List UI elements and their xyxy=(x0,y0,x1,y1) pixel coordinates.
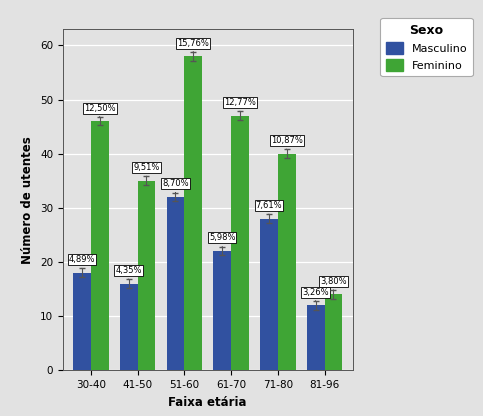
Text: 8,70%: 8,70% xyxy=(162,179,189,193)
Y-axis label: Número de utentes: Número de utentes xyxy=(21,136,34,264)
Bar xyxy=(260,219,278,370)
Text: 4,89%: 4,89% xyxy=(69,255,95,268)
Text: 10,87%: 10,87% xyxy=(271,136,303,149)
Bar xyxy=(325,295,342,370)
Bar xyxy=(120,284,138,370)
Bar xyxy=(91,121,109,370)
Bar xyxy=(213,251,231,370)
Text: 3,26%: 3,26% xyxy=(302,287,329,301)
Bar xyxy=(307,305,325,370)
Text: 7,61%: 7,61% xyxy=(256,201,282,214)
Text: 12,50%: 12,50% xyxy=(84,104,115,117)
X-axis label: Faixa etária: Faixa etária xyxy=(169,396,247,409)
Text: 12,77%: 12,77% xyxy=(224,98,256,111)
Bar xyxy=(278,154,296,370)
Bar xyxy=(138,181,156,370)
Bar xyxy=(185,56,202,370)
Text: 4,35%: 4,35% xyxy=(115,266,142,279)
Bar xyxy=(231,116,249,370)
Bar xyxy=(167,197,185,370)
Text: 15,76%: 15,76% xyxy=(177,39,209,52)
Text: 3,80%: 3,80% xyxy=(320,277,347,290)
Legend: Masculino, Feminino: Masculino, Feminino xyxy=(380,18,472,76)
Text: 9,51%: 9,51% xyxy=(133,163,160,176)
Bar xyxy=(73,273,91,370)
Text: 5,98%: 5,98% xyxy=(209,233,235,247)
